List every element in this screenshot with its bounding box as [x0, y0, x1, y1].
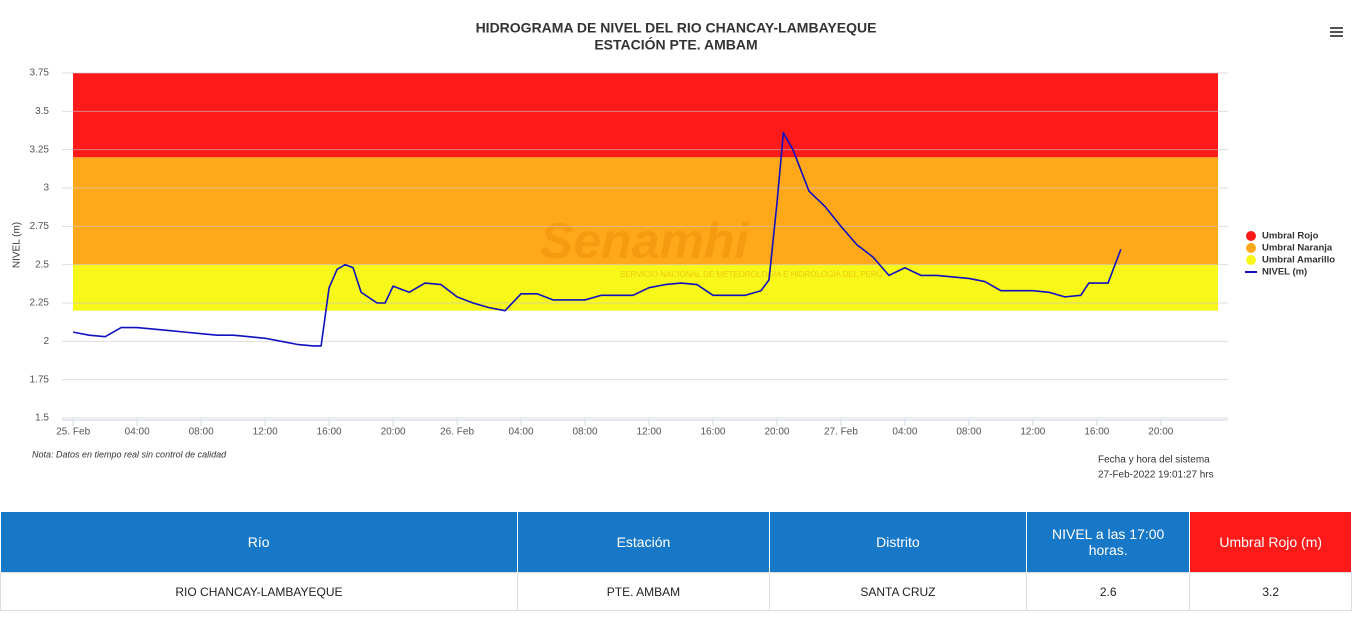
table-cell: PTE. AMBAM: [516, 572, 770, 611]
table-cell: RIO CHANCAY-LAMBAYEQUE: [0, 572, 518, 611]
y-tick-label: 3: [43, 183, 49, 194]
legend-item[interactable]: Umbral Rojo: [1246, 231, 1319, 242]
y-tick-label: 2.25: [30, 298, 50, 309]
table-cell: 2.6: [1025, 572, 1191, 611]
table-row: RIO CHANCAY-LAMBAYEQUE PTE. AMBAM SANTA CR…: [0, 572, 1352, 611]
x-tick-label: 08:00: [956, 427, 981, 438]
x-tick-label: 12:00: [1020, 427, 1045, 438]
y-tick-label: 3.75: [30, 68, 50, 79]
x-tick-label: 16:00: [1084, 427, 1109, 438]
legend-label: NIVEL (m): [1262, 267, 1307, 278]
watermark: Senamhi: [540, 213, 750, 269]
y-tick-label: 1.75: [30, 374, 50, 385]
y-tick-label: 2.75: [30, 221, 50, 232]
x-tick-label: 16:00: [317, 427, 342, 438]
x-tick-label: 04:00: [125, 427, 150, 438]
legend-label: Umbral Rojo: [1262, 231, 1319, 242]
y-tick-label: 2: [43, 336, 49, 347]
table-header: Río: [0, 512, 518, 573]
x-tick-label: 25. Feb: [56, 427, 90, 438]
x-tick-label: 12:00: [253, 427, 278, 438]
table-header: Estación: [517, 512, 770, 573]
x-tick-label: 20:00: [381, 427, 406, 438]
y-tick-label: 3.25: [30, 144, 50, 155]
level-line: [73, 132, 1122, 347]
system-time-label: Fecha y hora del sistema: [1098, 455, 1210, 466]
x-tick-label: 12:00: [636, 427, 661, 438]
table-cell: SANTA CRUZ: [768, 572, 1027, 611]
x-tick-label: 04:00: [892, 427, 917, 438]
x-tick-label: 08:00: [573, 427, 598, 438]
data-table: Río Estación Distrito NIVEL a las 17:00 hor…: [0, 512, 1352, 611]
legend-item[interactable]: Umbral Naranja: [1246, 243, 1333, 254]
threshold-band: [73, 157, 1218, 265]
x-tick-label: 08:00: [189, 427, 214, 438]
legend-label: Umbral Naranja: [1262, 243, 1333, 254]
legend-symbol: [1246, 243, 1256, 253]
y-tick-label: 3.5: [35, 106, 49, 117]
x-tick-label: 20:00: [764, 427, 789, 438]
legend-label: Umbral Amarillo: [1262, 255, 1335, 266]
chart-title: HIDROGRAMA DE NIVEL DEL RIO CHANCAY-LAMB…: [476, 20, 877, 36]
table-cell: 3.2: [1189, 572, 1352, 611]
legend-item[interactable]: Umbral Amarillo: [1246, 255, 1335, 266]
y-tick-label: 2.5: [35, 259, 49, 270]
note: Nota: Datos en tiempo real sin control d…: [32, 449, 227, 459]
chart: HIDROGRAMA DE NIVEL DEL RIO CHANCAY-LAMB…: [12, 20, 1343, 481]
y-axis-label: NIVEL (m): [12, 222, 23, 268]
legend-symbol: [1246, 231, 1256, 241]
chart-subtitle: ESTACIÓN PTE. AMBAM: [594, 36, 757, 53]
x-tick-label: 16:00: [700, 427, 725, 438]
menu-icon[interactable]: [1330, 27, 1343, 37]
x-tick-label: 27. Feb: [824, 427, 858, 438]
table-header: NIVEL a las 17:00 horas.: [1026, 512, 1191, 573]
legend-symbol: [1246, 255, 1256, 265]
system-time: 27-Feb-2022 19:01:27 hrs: [1098, 470, 1214, 481]
legend-item[interactable]: NIVEL (m): [1245, 267, 1307, 278]
y-tick-label: 1.5: [35, 413, 49, 424]
table-header: Umbral Rojo (m): [1189, 512, 1352, 573]
x-tick-label: 04:00: [509, 427, 534, 438]
x-tick-label: 20:00: [1148, 427, 1173, 438]
x-tick-label: 26. Feb: [440, 427, 474, 438]
threshold-band: [73, 73, 1218, 158]
watermark-sub: SERVICIO NACIONAL DE METEOROLOGÍA E HIDR…: [620, 270, 883, 279]
table-header: Distrito: [769, 512, 1027, 573]
